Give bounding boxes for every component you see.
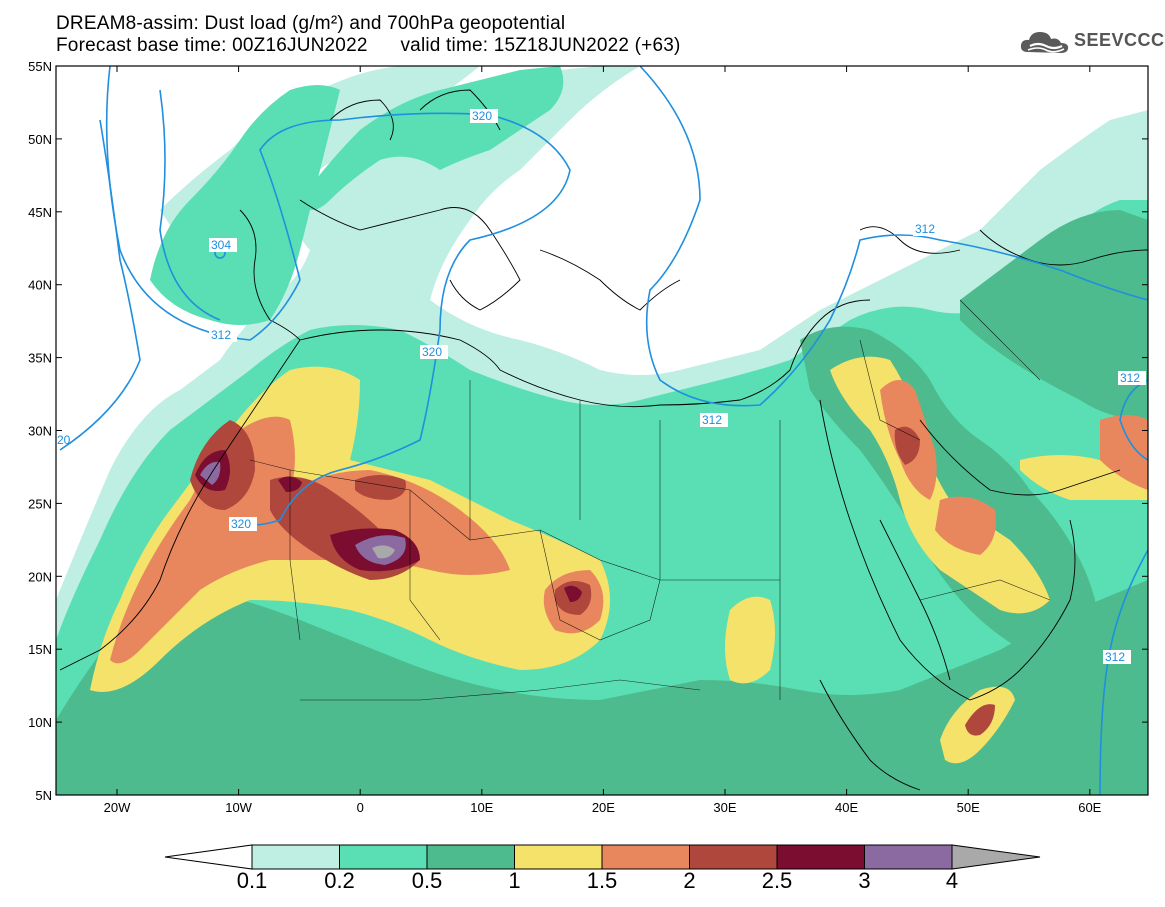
latitude-label: 15N: [28, 642, 52, 657]
contour-label: 312: [1105, 650, 1125, 664]
colorbar-label: 2: [683, 868, 696, 893]
latitude-label: 25N: [28, 496, 52, 511]
latitude-label: 5N: [35, 788, 52, 803]
dust-level-1-sahel: [725, 596, 775, 684]
seevccc-logo: SEEVCCC: [1018, 26, 1164, 56]
latitude-label: 50N: [28, 132, 52, 147]
colorbar-label: 0.5: [411, 868, 443, 893]
colorbar-segment: [514, 844, 603, 870]
contour-labels: 320 304 312 320 320 312 312 312 312 20: [57, 109, 1146, 664]
longitude-label: 10E: [470, 800, 493, 815]
longitude-label: 20W: [104, 800, 131, 815]
dust-level-2.5-chad: [564, 585, 582, 602]
dust-level-0.5: [56, 580, 1148, 795]
latitude-label: 20N: [28, 569, 52, 584]
cloud-icon: [1020, 32, 1069, 53]
colorbar-segment: [426, 844, 515, 870]
dust-level-1.5-ksa: [935, 496, 996, 555]
colorbar-segment: [951, 844, 1041, 870]
longitude-label: 20E: [592, 800, 615, 815]
contour-label: 320: [231, 517, 251, 531]
contour-label: 320: [422, 345, 442, 359]
borders: [249, 299, 1051, 701]
contour-label: 304: [211, 238, 231, 252]
contour-label: 312: [915, 222, 935, 236]
chart-title: DREAM8-assim: Dust load (g/m²) and 700hP…: [56, 13, 566, 34]
colorbar-label: 1: [508, 868, 521, 893]
dust-level-0.2-europe: [300, 66, 564, 210]
longitude-label: 50E: [957, 800, 980, 815]
colorbar-label: 4: [945, 868, 959, 893]
colorbar-label: 0.1: [236, 868, 268, 893]
latitude-label: 45N: [28, 205, 52, 220]
colorbar: [164, 844, 1041, 870]
latitude-label: 35N: [28, 351, 52, 366]
logo-text: SEEVCCC: [1074, 30, 1165, 50]
colorbar-segment: [864, 844, 953, 870]
latitude-label: 55N: [28, 59, 52, 74]
contour-label: 312: [211, 328, 231, 342]
colorbar-segment: [164, 844, 253, 870]
longitude-axis: 20W 10W 0 10E 20E 30E 40E 50E 60E: [104, 66, 1102, 815]
contour-label: 312: [702, 413, 722, 427]
contour-label: 312: [1120, 371, 1140, 385]
contour-label: 320: [472, 109, 492, 123]
latitude-label: 40N: [28, 278, 52, 293]
colorbar-label: 2.5: [761, 868, 793, 893]
colorbar-label: 1.5: [586, 868, 618, 893]
dust-level-2-algeria: [355, 475, 406, 500]
colorbar-segment: [339, 844, 428, 870]
longitude-label: 10W: [225, 800, 252, 815]
colorbar-label: 0.2: [324, 868, 355, 893]
dust-level-0.2-west: [150, 85, 340, 325]
colorbar-segment: [776, 844, 865, 870]
colorbar-label: 3: [858, 868, 871, 893]
colorbar-segment: [689, 844, 778, 870]
latitude-label: 30N: [28, 424, 52, 439]
dust-level-1-arabia: [830, 356, 1050, 614]
dust-level-2-yemen: [965, 704, 995, 736]
dust-level-1.5-gulf: [1100, 415, 1148, 490]
colorbar-segment: [251, 844, 340, 870]
dust-level-2-iraq: [894, 426, 920, 465]
longitude-label: 40E: [835, 800, 858, 815]
latitude-axis: 55N 50N 45N 40N 35N 30N 25N 20N 15N 10N 5N: [28, 59, 1148, 803]
longitude-label: 0: [357, 800, 364, 815]
longitude-label: 30E: [713, 800, 736, 815]
dust-level-0.5-iran: [960, 210, 1148, 420]
latitude-label: 10N: [28, 715, 52, 730]
colorbar-segment: [601, 844, 690, 870]
contour-label: 20: [57, 433, 71, 447]
dust-level-1-gulf: [1020, 420, 1148, 500]
longitude-label: 60E: [1078, 800, 1101, 815]
valid-time: valid time: 15Z18JUN2022 (+63): [400, 35, 681, 56]
coastlines: [59, 89, 1148, 791]
base-time: Forecast base time: 00Z16JUN2022: [56, 35, 368, 56]
dust-level-4: [372, 545, 395, 559]
dust-field: [56, 66, 1148, 795]
chart-subtitle: Forecast base time: 00Z16JUN2022 valid t…: [56, 35, 681, 56]
